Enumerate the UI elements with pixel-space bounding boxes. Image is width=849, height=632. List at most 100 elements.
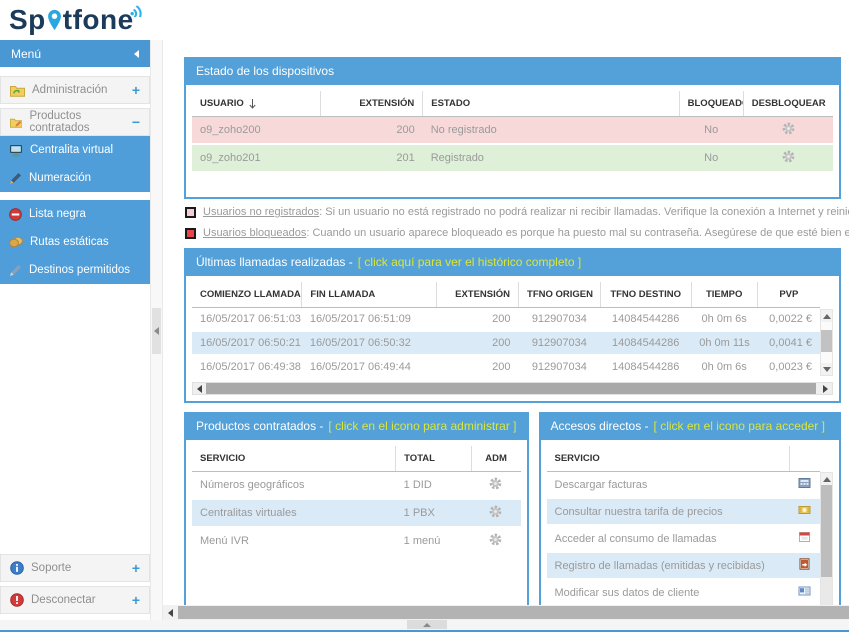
- products-panel-header: Productos contratados - [ click en el ic…: [186, 414, 527, 440]
- product-total: 1 menú: [395, 527, 472, 556]
- scrollbar-thumb[interactable]: [178, 606, 849, 619]
- call-duration: 0h 0m 6s: [691, 307, 758, 332]
- calls-panel-header: Últimas llamadas realizadas - [ click aq…: [186, 250, 839, 276]
- invoice-icon[interactable]: [798, 477, 811, 489]
- product-total: 1 DID: [395, 471, 472, 500]
- sidebar-item-label: Destinos permitidos: [29, 264, 130, 276]
- sidebar-resize-handle[interactable]: [152, 308, 161, 354]
- expand-icon[interactable]: +: [131, 82, 140, 98]
- call-log-icon[interactable]: [798, 558, 811, 570]
- gear-icon[interactable]: [782, 122, 795, 135]
- column-header-servicio: SERVICIO: [546, 446, 791, 472]
- shortcut-row: Registro de llamadas (emitidas y recibid…: [546, 552, 820, 580]
- sidebar-item-destinos-permitidos[interactable]: Destinos permitidos: [0, 256, 150, 284]
- page-horizontal-scrollbar: [163, 605, 849, 620]
- products-admin-link[interactable]: [ click en el icono para administrar ]: [328, 419, 517, 433]
- sidebar-item-productos-contratados[interactable]: Productos contratados −: [0, 108, 150, 136]
- column-header-estado: ESTADO: [422, 91, 680, 117]
- legend-term: Usuarios no registrados: [203, 206, 320, 218]
- device-estado: Registrado: [422, 144, 680, 173]
- expand-icon[interactable]: +: [131, 592, 140, 608]
- shortcut-row: Descargar facturas: [546, 471, 820, 499]
- shortcut-row: Consultar nuestra tarifa de precios: [546, 498, 820, 526]
- alert-icon: [10, 593, 24, 607]
- sidebar-item-label: Administración: [32, 84, 108, 96]
- legend-term: Usuarios bloqueados: [203, 227, 307, 239]
- customer-card-icon[interactable]: [798, 585, 811, 597]
- info-icon: [10, 561, 24, 575]
- call-start: 16/05/2017 06:51:03: [192, 307, 302, 332]
- call-extension: 200: [436, 331, 519, 356]
- scroll-up-icon[interactable]: [821, 473, 832, 485]
- folder-icon: [10, 85, 25, 97]
- app-header: Sp tfone: [0, 0, 849, 40]
- product-row: Números geográficos 1 DID: [192, 471, 521, 500]
- sidebar-item-label: Desconectar: [31, 594, 96, 606]
- call-destination: 14084544286: [600, 355, 692, 380]
- scroll-left-icon[interactable]: [193, 381, 206, 396]
- shortcuts-access-link[interactable]: [ click en el icono para acceder ]: [653, 419, 825, 433]
- expand-icon[interactable]: +: [131, 560, 140, 576]
- product-name: Números geográficos: [192, 471, 396, 500]
- column-header-origen: TFNO ORIGEN: [518, 282, 601, 308]
- call-duration: 0h 0m 11s: [691, 331, 758, 356]
- calls-table: COMIENZO LLAMADA FIN LLAMADA EXTENSIÓN T…: [192, 282, 820, 380]
- collapse-panel-tab[interactable]: [406, 620, 447, 629]
- sidebar-menu-header[interactable]: Menú: [0, 40, 150, 67]
- location-pin-icon: [47, 9, 61, 31]
- sidebar-item-administracion[interactable]: Administración +: [0, 76, 150, 104]
- gear-icon[interactable]: [489, 533, 502, 546]
- device-row: o9_zoho201 201 Registrado No: [192, 144, 833, 173]
- gear-icon[interactable]: [489, 477, 502, 490]
- device-estado: No registrado: [422, 116, 680, 145]
- call-duration: 0h 0m 6s: [691, 355, 758, 380]
- call-extension: 200: [436, 355, 519, 380]
- sidebar-item-desconectar[interactable]: Desconectar +: [0, 586, 150, 614]
- sidebar-item-rutas-estaticas[interactable]: Rutas estáticas: [0, 228, 150, 256]
- collapse-icon[interactable]: −: [131, 114, 140, 130]
- scrollbar-thumb[interactable]: [821, 330, 832, 352]
- scroll-left-icon[interactable]: [163, 605, 178, 620]
- scrollbar-thumb[interactable]: [206, 383, 816, 394]
- call-row: 16/05/2017 06:50:21 16/05/2017 06:50:32 …: [192, 331, 820, 356]
- sidebar-item-label: Numeración: [29, 172, 91, 184]
- red-swatch-icon: [185, 227, 196, 239]
- scroll-up-icon[interactable]: [821, 310, 832, 322]
- collapse-sidebar-icon[interactable]: [134, 49, 139, 58]
- scroll-down-icon[interactable]: [821, 363, 832, 375]
- products-panel-title: Productos contratados -: [196, 419, 324, 433]
- call-price: 0,0023 €: [757, 355, 820, 380]
- legend-blocked: Usuarios bloqueados: Cuando un usuario a…: [185, 227, 849, 239]
- sidebar-item-soporte[interactable]: Soporte +: [0, 554, 150, 582]
- column-header-servicio: SERVICIO: [192, 446, 397, 472]
- gear-icon[interactable]: [489, 505, 502, 518]
- sidebar-item-label: Lista negra: [29, 208, 86, 220]
- column-header-adm: ADM: [471, 446, 521, 472]
- devices-panel-title: Estado de los dispositivos: [196, 64, 335, 78]
- gear-icon[interactable]: [782, 150, 795, 163]
- products-table: SERVICIO TOTAL ADM Números geográficos 1…: [192, 446, 521, 556]
- shortcut-label: Descargar facturas: [546, 471, 790, 499]
- shortcut-label: Acceder al consumo de llamadas: [546, 525, 790, 553]
- column-header-usuario[interactable]: USUARIO: [192, 91, 321, 117]
- legend-text: : Cuando un usuario aparece bloqueado es…: [306, 227, 849, 239]
- sidebar-item-centralita-virtual[interactable]: Centralita virtual: [0, 136, 150, 164]
- column-header-extension: EXTENSIÓN: [320, 91, 424, 117]
- sidebar-item-numeracion[interactable]: Numeración: [0, 164, 150, 192]
- scrollbar-thumb[interactable]: [821, 485, 832, 577]
- sidebar-item-lista-negra[interactable]: Lista negra: [0, 200, 150, 228]
- calls-history-link[interactable]: [ click aquí para ver el histórico compl…: [357, 255, 582, 269]
- column-header-tiempo: TIEMPO: [691, 282, 758, 308]
- scroll-right-icon[interactable]: [819, 381, 832, 396]
- shortcut-label: Consultar nuestra tarifa de precios: [546, 498, 790, 526]
- logo-text-suffix: tfone: [62, 4, 134, 35]
- product-row: Centralitas virtuales 1 PBX: [192, 499, 521, 528]
- device-extension: 200: [320, 116, 423, 145]
- prices-icon[interactable]: [798, 504, 811, 516]
- call-price: 0,0022 €: [757, 307, 820, 332]
- shortcuts-panel-header: Accesos directos - [ click en el icono p…: [540, 414, 839, 440]
- shortcuts-panel-title: Accesos directos -: [550, 419, 649, 433]
- calls-panel-title: Últimas llamadas realizadas -: [196, 255, 353, 269]
- calendar-icon[interactable]: [798, 531, 811, 543]
